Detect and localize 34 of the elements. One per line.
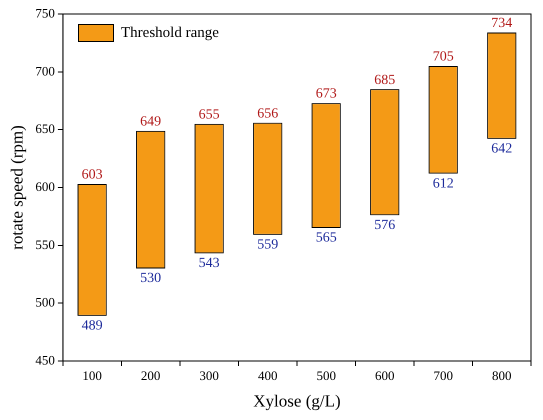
y-axis-title: rotate speed (rpm) (8, 125, 27, 250)
x-tick-label: 600 (374, 368, 394, 384)
y-tick-label: 650 (35, 121, 55, 136)
legend-label: Threshold range (121, 24, 219, 42)
annotation: 649 (140, 114, 162, 130)
annotation: 656 (257, 106, 278, 122)
y-tick-label: 700 (35, 63, 55, 78)
annotation: 642 (491, 142, 512, 157)
annotation: 559 (257, 238, 278, 253)
y-tick-label: 600 (35, 178, 55, 194)
x-axis-title: Xylose (g/L) (253, 391, 341, 410)
annotation: 603 (82, 168, 103, 183)
annotation: 530 (140, 271, 162, 286)
x-tick-label: 200 (140, 368, 160, 384)
x-tick-label: 800 (492, 368, 512, 384)
y-tick-label: 750 (35, 5, 55, 20)
annotation: 655 (198, 108, 220, 123)
x-tick-label: 400 (258, 368, 278, 384)
annotation: 576 (374, 218, 396, 233)
annotation: 673 (316, 86, 337, 102)
annotation: 685 (374, 72, 396, 88)
annotation: 734 (491, 16, 512, 32)
annotation: 565 (316, 230, 337, 246)
x-tick-label: 300 (199, 368, 219, 384)
x-tick-label: 100 (82, 368, 102, 384)
y-tick-label: 500 (35, 294, 55, 310)
annotation: 489 (82, 318, 103, 334)
annotation: 543 (198, 256, 220, 272)
y-tick-label: 450 (35, 352, 55, 368)
y-tick-label: 550 (35, 236, 55, 252)
x-tick-label: 700 (433, 368, 453, 384)
annotation: 705 (432, 50, 454, 65)
x-tick-label: 500 (316, 368, 336, 384)
annotation: 612 (432, 176, 454, 192)
